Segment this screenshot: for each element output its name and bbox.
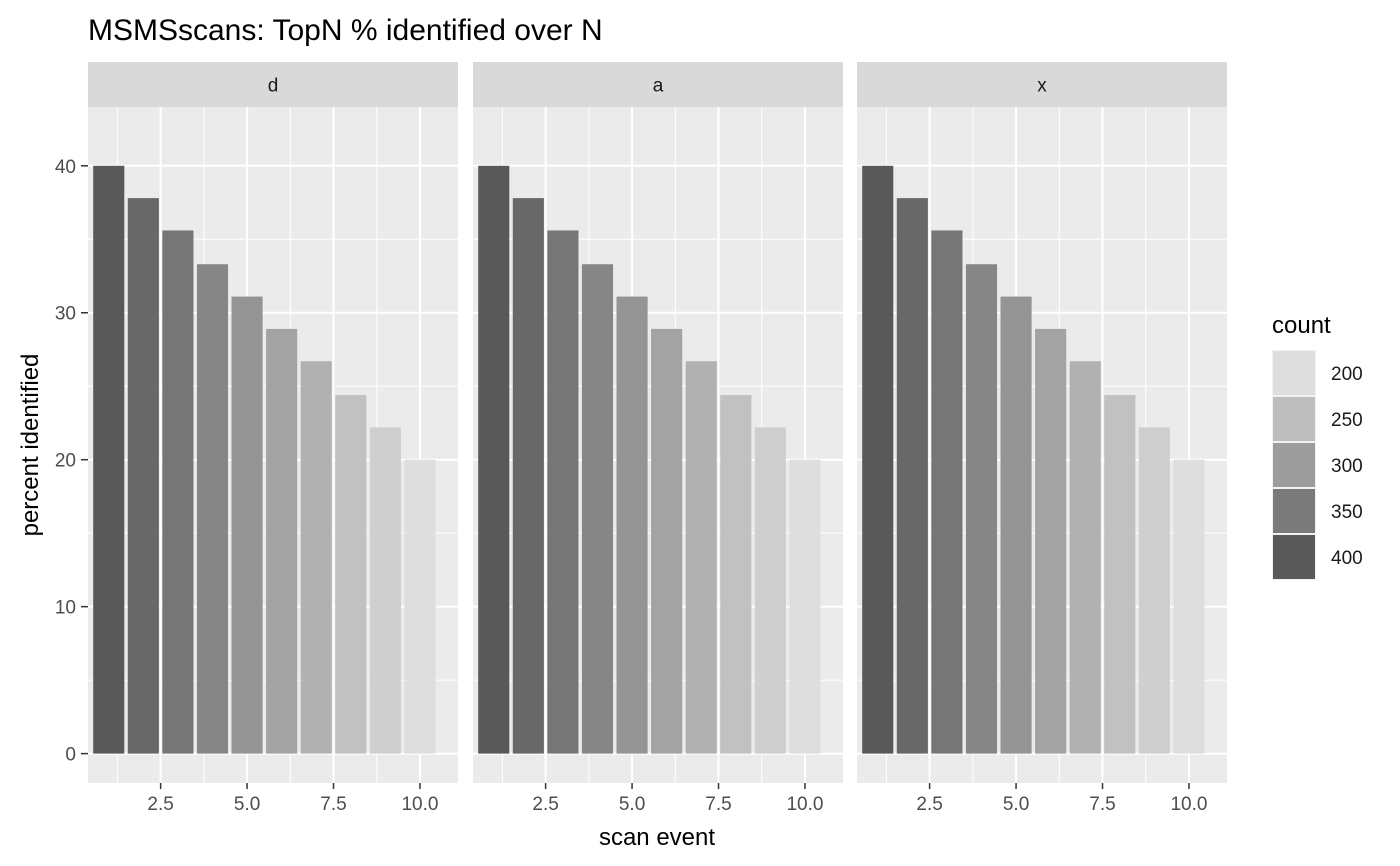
bar-a-9 (754, 427, 786, 754)
bar-x-4 (965, 264, 998, 754)
bar-x-8 (1104, 395, 1136, 754)
bar-d-5 (231, 296, 263, 754)
x-tick-label: 10.0 (401, 794, 438, 815)
legend-label-400: 400 (1331, 548, 1363, 569)
strip-label-x: x (1037, 76, 1047, 97)
legend-label-200: 200 (1331, 364, 1363, 385)
x-tick-label: 10.0 (1170, 794, 1207, 815)
x-tick-label: 2.5 (916, 794, 942, 815)
bar-a-8 (720, 395, 752, 754)
bar-d-7 (300, 361, 332, 754)
bar-a-1 (478, 165, 510, 754)
bar-a-4 (581, 264, 614, 754)
x-tick-label: 5.0 (234, 794, 260, 815)
legend-title: count (1272, 312, 1331, 339)
bar-x-7 (1069, 361, 1101, 754)
chart-title: MSMSscans: TopN % identified over N (88, 14, 603, 47)
bar-d-9 (369, 427, 401, 754)
facet-panels: d 2.5 5.0 7.5 10.0 a 2.5 5.0 7.5 10.0 x 2.5 5.0 7.5 10… (88, 62, 1227, 815)
bar-a-6 (651, 328, 683, 754)
bar-x-9 (1138, 427, 1170, 754)
legend-key-250 (1273, 397, 1315, 441)
bar-a-3 (547, 230, 579, 754)
legend-label-300: 300 (1331, 456, 1363, 477)
bar-d-1 (93, 165, 125, 754)
strip-label-d: d (268, 76, 279, 97)
legend-key-350 (1273, 489, 1315, 533)
bar-d-8 (335, 395, 367, 754)
legend-label-250: 250 (1331, 410, 1363, 431)
x-tick-label: 7.5 (705, 794, 731, 815)
strip-background (857, 62, 1227, 107)
facet-panel-a: a 2.5 5.0 7.5 10.0 (473, 62, 843, 815)
x-tick-label: 7.5 (320, 794, 346, 815)
strip-background (473, 62, 843, 107)
y-axis-title: percent identified (17, 354, 44, 537)
x-tick-label: 10.0 (786, 794, 823, 815)
facet-panel-d: d 2.5 5.0 7.5 10.0 (88, 62, 458, 815)
y-tick-label: 0 (65, 745, 76, 766)
bar-d-10 (404, 459, 436, 754)
y-tick-label: 20 (55, 451, 76, 472)
legend-key-200 (1273, 351, 1315, 395)
bar-d-4 (196, 264, 229, 754)
facet-panel-x: x 2.5 5.0 7.5 10.0 (857, 62, 1227, 815)
bar-d-2 (127, 198, 159, 754)
bar-x-6 (1035, 328, 1067, 754)
x-tick-label: 2.5 (532, 794, 558, 815)
y-tick-label: 30 (55, 304, 76, 325)
legend-key-400 (1273, 535, 1315, 579)
x-axis-title: scan event (599, 824, 715, 851)
bar-x-2 (896, 198, 928, 754)
strip-label-a: a (653, 76, 664, 97)
strip-background (88, 62, 458, 107)
bar-a-5 (616, 296, 648, 754)
x-tick-label: 5.0 (1003, 794, 1029, 815)
legend-key-300 (1273, 443, 1315, 487)
x-tick-label: 5.0 (619, 794, 645, 815)
bar-x-3 (931, 230, 963, 754)
bar-d-3 (162, 230, 194, 754)
bar-x-1 (862, 165, 894, 754)
bar-x-5 (1000, 296, 1032, 754)
bar-a-7 (685, 361, 717, 754)
legend: count 200 250 300 350 400 (1272, 312, 1363, 580)
bar-x-10 (1173, 459, 1205, 754)
bar-a-10 (789, 459, 821, 754)
bar-d-6 (266, 328, 298, 754)
x-tick-label: 7.5 (1089, 794, 1115, 815)
y-axis: 0 10 20 30 40 (55, 157, 88, 766)
x-tick-label: 2.5 (147, 794, 173, 815)
bar-a-2 (512, 198, 544, 754)
legend-label-350: 350 (1331, 502, 1363, 523)
y-tick-label: 40 (55, 157, 76, 178)
y-tick-label: 10 (55, 598, 76, 619)
